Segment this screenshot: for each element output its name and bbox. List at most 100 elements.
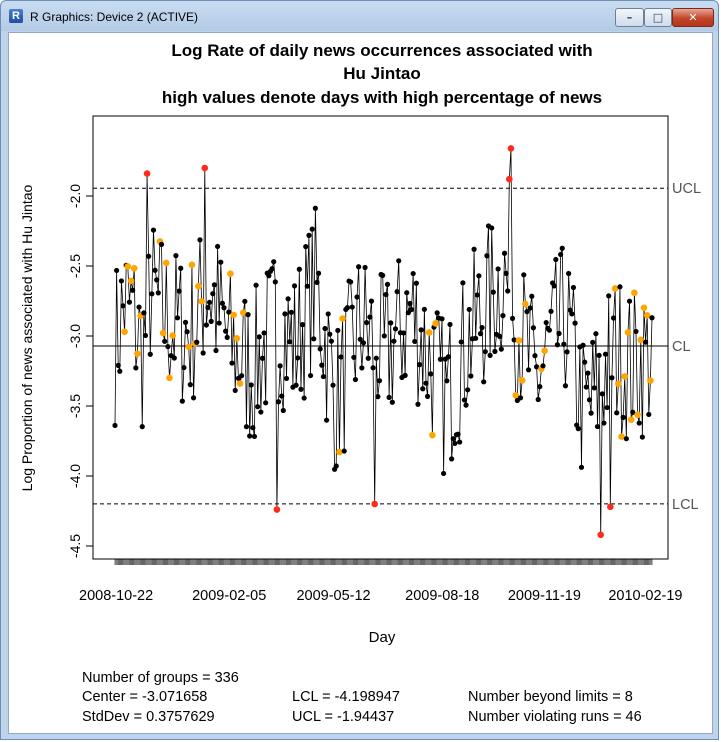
- data-point: [299, 322, 306, 328]
- data-point: [178, 265, 184, 271]
- y-tick-label: -2.0: [67, 184, 83, 208]
- data-point: [298, 386, 304, 392]
- data-point: [269, 266, 275, 272]
- data-point: [272, 279, 278, 285]
- data-point: [639, 434, 645, 440]
- chart-title-line-3: high values denote days with high percen…: [162, 88, 602, 107]
- data-point: [349, 304, 355, 310]
- data-point: [229, 360, 235, 366]
- data-point: [449, 456, 455, 462]
- data-point: [601, 420, 607, 426]
- data-point: [243, 424, 250, 430]
- data-point: [352, 376, 359, 383]
- data-point-violating-run: [429, 431, 436, 439]
- data-point: [394, 289, 400, 295]
- data-point-violating-run: [637, 336, 645, 344]
- data-point: [376, 378, 383, 384]
- data-point: [527, 305, 533, 311]
- data-point: [239, 373, 245, 379]
- data-point: [203, 322, 209, 328]
- data-point: [306, 232, 312, 238]
- data-point: [288, 309, 294, 315]
- data-point-violating-run: [239, 309, 247, 317]
- data-point: [609, 375, 615, 381]
- data-point: [636, 420, 642, 426]
- data-point: [590, 339, 596, 345]
- data-point: [558, 251, 564, 258]
- data-point: [150, 227, 157, 233]
- data-point: [277, 363, 283, 369]
- ucl-label: UCL: [672, 181, 701, 197]
- data-point: [323, 417, 330, 423]
- data-point: [434, 310, 440, 316]
- data-point: [530, 325, 536, 331]
- data-point: [216, 320, 222, 326]
- data-point: [118, 278, 125, 284]
- data-point-violating-run: [541, 347, 548, 355]
- data-point: [357, 336, 363, 342]
- data-point: [463, 402, 469, 408]
- data-point: [535, 396, 541, 403]
- data-point: [173, 253, 179, 259]
- data-point: [633, 328, 639, 335]
- data-point: [599, 391, 605, 397]
- series-path: [114, 148, 653, 535]
- data-point: [187, 382, 193, 388]
- data-point: [194, 339, 200, 345]
- data-point-violating-run: [188, 261, 196, 269]
- y-tick-label: -3.5: [67, 394, 83, 418]
- data-point: [248, 382, 254, 388]
- data-point: [575, 426, 581, 432]
- data-point: [179, 398, 185, 404]
- data-point-violating-run: [522, 300, 529, 308]
- data-point: [517, 395, 524, 401]
- data-point-violating-run: [124, 263, 132, 270]
- data-point: [335, 327, 341, 334]
- data-point: [447, 321, 453, 328]
- x-axis-label: Day: [369, 629, 396, 646]
- data-point: [171, 355, 177, 361]
- data-point-violating-run: [515, 337, 523, 344]
- data-point: [319, 362, 325, 368]
- title-bar[interactable]: R R Graphics: Device 2 (ACTIVE) – □ ✕: [1, 1, 720, 32]
- data-point: [259, 355, 266, 361]
- data-point: [474, 292, 480, 298]
- data-point: [303, 244, 309, 250]
- data-point: [649, 315, 655, 321]
- data-point: [333, 463, 339, 469]
- data-point: [311, 336, 317, 342]
- data-point: [400, 330, 407, 336]
- data-point: [271, 259, 277, 265]
- data-point: [279, 393, 285, 399]
- series-points: [112, 145, 655, 539]
- x-tick-label: 2009-08-18: [405, 588, 479, 604]
- close-button[interactable]: ✕: [672, 8, 714, 27]
- data-point: [500, 313, 506, 319]
- data-point: [344, 305, 351, 311]
- data-point: [174, 315, 181, 321]
- data-point: [197, 237, 203, 243]
- data-point: [226, 309, 232, 315]
- chart-title-line-1: Log Rate of daily news occurrences assoc…: [171, 41, 592, 60]
- maximize-button[interactable]: □: [644, 8, 672, 27]
- data-point: [314, 279, 320, 286]
- data-point: [251, 433, 258, 440]
- data-point: [489, 225, 495, 231]
- data-point: [392, 326, 399, 332]
- data-point: [402, 372, 408, 378]
- data-point: [620, 414, 626, 420]
- data-point: [437, 356, 444, 362]
- summary-ucl: UCL = -1.94437: [292, 709, 394, 725]
- data-point: [455, 431, 461, 437]
- data-point: [142, 332, 149, 339]
- data-point: [280, 407, 286, 414]
- minimize-button[interactable]: –: [615, 8, 644, 27]
- data-point: [495, 266, 501, 272]
- data-point: [293, 382, 299, 388]
- data-point: [370, 365, 376, 371]
- data-point: [154, 277, 160, 283]
- data-point: [566, 270, 572, 277]
- data-point: [481, 379, 487, 385]
- chart-title-line-2: Hu Jintao: [343, 64, 420, 83]
- data-point: [623, 436, 629, 442]
